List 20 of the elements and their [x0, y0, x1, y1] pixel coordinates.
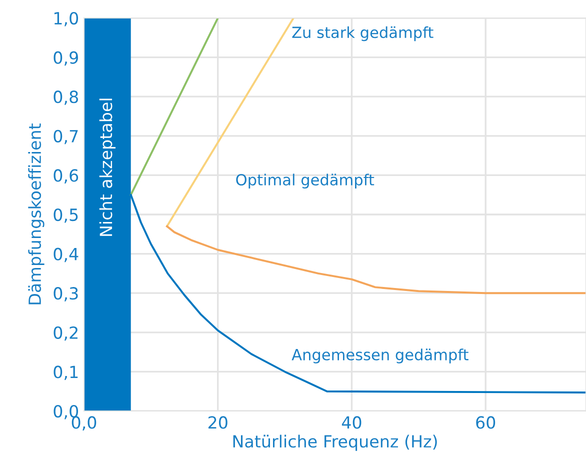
annotation: Optimal gedämpft [236, 174, 374, 188]
y-tick-label: 0,5 [54, 208, 78, 223]
x-tick-label: 60 [476, 416, 496, 429]
y-tick-label: 0,3 [54, 287, 78, 302]
y-tick-label: 0,6 [54, 169, 78, 184]
y-axis-title: Dämpfungskoeffizient [28, 124, 44, 304]
y-tick-label: 0,1 [54, 366, 78, 380]
y-tick-label: 0,9 [54, 51, 78, 66]
annotation: Zu stark gedämpft [292, 26, 434, 42]
y-tick-label: 1,0 [54, 12, 78, 26]
annotation: Angemessen gedämpft [292, 348, 468, 364]
band-label: Nicht akzeptabel [99, 98, 116, 236]
x-axis-title: Natürliche Frequenz (Hz) [233, 434, 437, 451]
y-tick-label: 0,7 [54, 130, 78, 144]
line-series [166, 225, 586, 294]
y-tick-label: 0,8 [54, 90, 78, 105]
y-tick-label: 0,2 [54, 326, 78, 341]
y-tick-label: 0,4 [54, 248, 78, 262]
x-tick-label: 20 [208, 416, 228, 429]
x-tick-label: 40 [342, 416, 362, 429]
